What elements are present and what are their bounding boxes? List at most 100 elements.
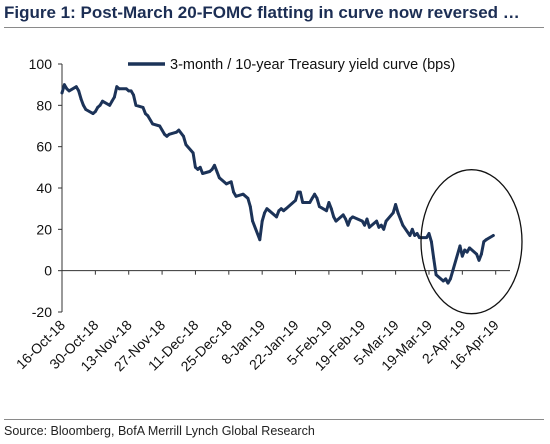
data-point bbox=[491, 234, 495, 237]
data-point bbox=[217, 176, 221, 180]
data-point bbox=[177, 128, 181, 132]
data-point bbox=[360, 219, 364, 223]
data-point bbox=[84, 108, 88, 111]
data-point bbox=[434, 273, 438, 277]
data-point bbox=[163, 132, 166, 136]
data-point bbox=[382, 227, 386, 231]
data-point bbox=[460, 254, 464, 258]
x-axis: 16-Oct-1830-Oct-1813-Nov-1827-Nov-1811-D… bbox=[13, 270, 510, 374]
data-point bbox=[294, 199, 297, 202]
data-point bbox=[346, 223, 350, 227]
data-point bbox=[379, 223, 383, 227]
data-point bbox=[329, 207, 333, 211]
data-point bbox=[79, 97, 83, 101]
data-point bbox=[484, 238, 488, 242]
data-point bbox=[82, 103, 85, 107]
data-point bbox=[191, 151, 195, 155]
data-point bbox=[184, 143, 188, 146]
data-point bbox=[246, 196, 250, 200]
data-point bbox=[446, 281, 450, 285]
figure-title: Figure 1: Post-March 20-FOMC flatting in… bbox=[4, 3, 520, 22]
data-point bbox=[396, 211, 400, 215]
y-axis: -20 0 20 40 60 80 100 bbox=[29, 56, 63, 320]
data-point bbox=[115, 85, 119, 89]
data-point bbox=[399, 217, 402, 221]
data-point bbox=[482, 240, 486, 244]
title-divider bbox=[4, 27, 544, 28]
data-point bbox=[158, 124, 162, 128]
data-point bbox=[108, 103, 112, 107]
legend: 3-month / 10-year Treasury yield curve (… bbox=[128, 57, 455, 73]
data-point bbox=[110, 99, 114, 103]
data-point bbox=[67, 89, 71, 93]
data-point bbox=[232, 190, 236, 194]
data-point bbox=[284, 207, 288, 211]
data-point bbox=[432, 256, 436, 260]
data-point bbox=[418, 236, 421, 240]
data-point bbox=[198, 165, 202, 169]
data-point bbox=[113, 95, 116, 99]
data-point bbox=[210, 168, 214, 171]
data-point bbox=[175, 130, 178, 134]
data-point bbox=[301, 201, 305, 204]
data-point bbox=[363, 223, 366, 227]
data-point bbox=[167, 132, 171, 136]
data-point bbox=[251, 219, 255, 223]
data-point bbox=[215, 170, 219, 173]
yield-curve-chart: -20 0 20 40 60 80 100 16-Oct-1830-Oct-1813-Nov… bbox=[13, 56, 523, 374]
data-point bbox=[94, 110, 97, 113]
data-point bbox=[441, 279, 445, 283]
data-point bbox=[465, 250, 469, 254]
data-point bbox=[279, 207, 283, 211]
data-point bbox=[258, 238, 262, 242]
data-point bbox=[65, 87, 69, 91]
data-point bbox=[260, 219, 264, 223]
data-point bbox=[77, 89, 81, 93]
data-point bbox=[146, 114, 150, 118]
source-note: Source: Bloomberg, BofA Merrill Lynch Gl… bbox=[4, 424, 315, 438]
data-point bbox=[277, 209, 281, 213]
data-point bbox=[318, 205, 321, 209]
data-point bbox=[365, 217, 369, 221]
data-point bbox=[334, 219, 338, 223]
data-point bbox=[267, 209, 271, 213]
data-point bbox=[98, 103, 102, 107]
data-point bbox=[182, 134, 185, 138]
data-point bbox=[151, 122, 155, 126]
y-tick-label: 100 bbox=[29, 56, 53, 72]
data-point bbox=[427, 232, 431, 235]
data-point bbox=[124, 87, 128, 91]
data-point bbox=[413, 234, 417, 237]
data-point bbox=[248, 205, 252, 209]
data-point bbox=[63, 83, 66, 87]
data-point bbox=[449, 277, 452, 281]
source-divider bbox=[4, 419, 544, 420]
data-point bbox=[196, 168, 200, 171]
data-point bbox=[391, 211, 395, 215]
y-tick-label: -20 bbox=[32, 304, 52, 320]
data-point bbox=[325, 209, 328, 213]
data-point bbox=[394, 203, 397, 206]
data-point bbox=[401, 223, 405, 227]
data-point bbox=[308, 201, 312, 204]
data-point bbox=[282, 209, 285, 213]
y-tick-label: 20 bbox=[36, 221, 52, 237]
data-point bbox=[313, 192, 316, 196]
data-point bbox=[458, 244, 462, 248]
data-point bbox=[91, 112, 95, 115]
y-tick-label: 60 bbox=[36, 139, 52, 155]
data-point bbox=[296, 190, 300, 194]
data-point bbox=[194, 165, 197, 169]
data-point bbox=[132, 93, 135, 97]
data-point bbox=[165, 134, 169, 138]
data-point bbox=[96, 106, 100, 109]
data-point bbox=[315, 196, 319, 200]
data-point bbox=[275, 215, 278, 219]
data-point bbox=[117, 87, 121, 91]
data-point bbox=[475, 252, 478, 256]
data-point bbox=[444, 277, 448, 281]
data-point bbox=[141, 106, 145, 109]
data-point bbox=[348, 217, 352, 221]
y-tick-label: 40 bbox=[36, 180, 52, 196]
series-layer bbox=[60, 83, 495, 285]
